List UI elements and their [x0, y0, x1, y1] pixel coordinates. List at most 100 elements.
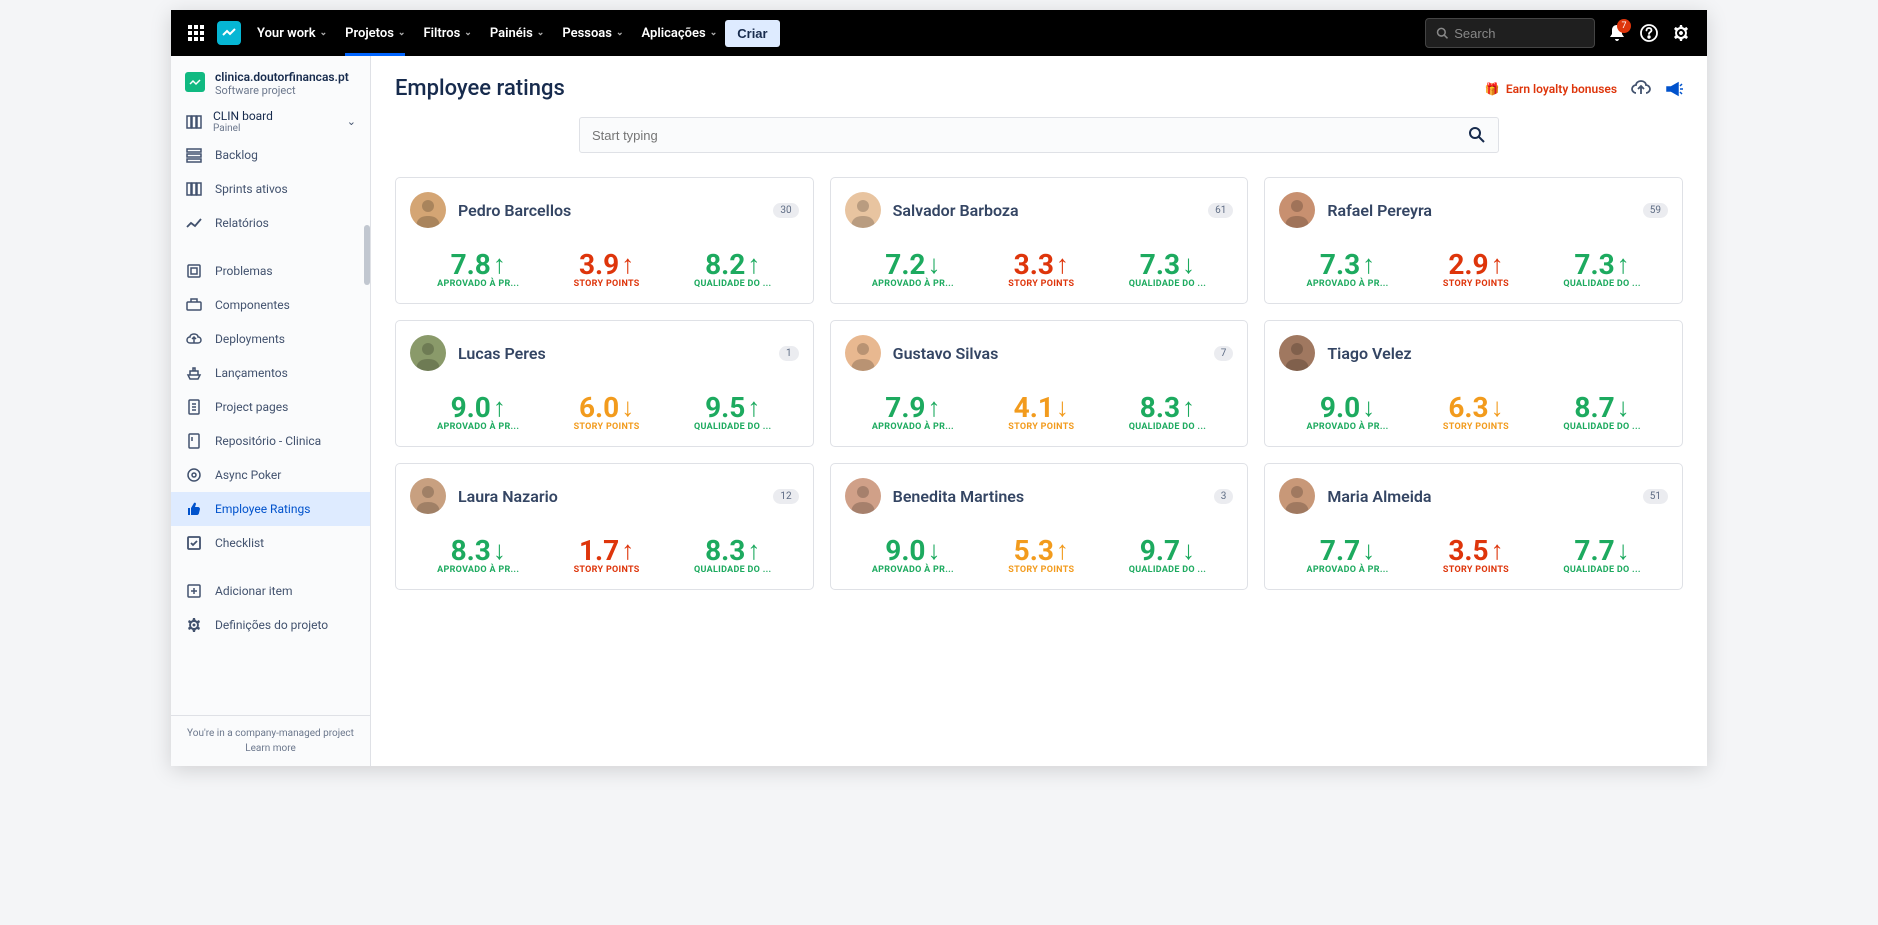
- sidebar-item[interactable]: Deployments: [171, 322, 370, 356]
- metric-story-value: 6.0↓: [574, 391, 640, 424]
- metric-aprovado-value: 9.0↓: [872, 534, 954, 567]
- metric-story-label: STORY POINTS: [574, 565, 640, 575]
- metric-story-label: STORY POINTS: [574, 422, 640, 432]
- announce-icon[interactable]: [1665, 80, 1683, 98]
- ship-icon: [185, 365, 203, 381]
- notif-badge: 7: [1617, 19, 1631, 33]
- learn-more-link[interactable]: Learn more: [183, 743, 358, 754]
- nav-item[interactable]: Projetos⌄: [345, 11, 405, 56]
- nav-item[interactable]: Aplicações⌄: [642, 26, 718, 41]
- employee-name: Lucas Peres: [458, 344, 767, 363]
- metric-qualidade-label: QUALIDADE DO ...: [1563, 279, 1640, 289]
- nav-item[interactable]: Your work⌄: [257, 26, 327, 41]
- sidebar-item[interactable]: Checklist: [171, 526, 370, 560]
- arrow-up-icon: ↑: [1056, 535, 1069, 566]
- loyalty-link[interactable]: 🎁 Earn loyalty bonuses: [1485, 82, 1617, 96]
- arrow-down-icon: ↓: [621, 392, 634, 423]
- arrow-down-icon: ↓: [1056, 392, 1069, 423]
- product-logo[interactable]: [217, 21, 241, 45]
- sidebar-item[interactable]: Project pages: [171, 390, 370, 424]
- avatar: [1279, 192, 1315, 228]
- arrow-up-icon: ↑: [747, 392, 760, 423]
- create-button[interactable]: Criar: [725, 20, 779, 47]
- employee-name: Pedro Barcellos: [458, 201, 761, 220]
- arrow-down-icon: ↓: [928, 535, 941, 566]
- metric-aprovado-value: 7.3↑: [1306, 248, 1388, 281]
- metric-aprovado-label: APROVADO À PR...: [872, 422, 954, 432]
- avatar: [410, 192, 446, 228]
- sidebar-item[interactable]: Definições do projeto: [171, 608, 370, 642]
- sidebar-item-label: Componentes: [215, 298, 290, 312]
- nav-item[interactable]: Filtros⌄: [423, 26, 471, 41]
- metric-aprovado-value: 9.0↑: [437, 391, 519, 424]
- employee-card[interactable]: Rafael Pereyra 59 7.3↑ APROVADO À PR... …: [1264, 177, 1683, 304]
- global-search[interactable]: [1425, 18, 1595, 48]
- sidebar-item[interactable]: Repositório - Clinica: [171, 424, 370, 458]
- metric-qualidade-label: QUALIDADE DO ...: [694, 279, 771, 289]
- task-count-badge: 1: [779, 346, 799, 361]
- arrow-down-icon: ↓: [1362, 392, 1375, 423]
- sidebar-item[interactable]: Problemas: [171, 254, 370, 288]
- employee-name: Benedita Martines: [893, 487, 1202, 506]
- employee-card[interactable]: Gustavo Silvas 7 7.9↑ APROVADO À PR... 4…: [830, 320, 1249, 447]
- thumb-icon: [185, 501, 203, 517]
- metric-qualidade-label: QUALIDADE DO ...: [1129, 422, 1206, 432]
- arrow-up-icon: ↑: [621, 249, 634, 280]
- scrollbar[interactable]: [364, 225, 370, 285]
- metric-qualidade-value: 9.7↓: [1129, 534, 1206, 567]
- check-icon: [185, 535, 203, 551]
- sidebar-item[interactable]: Async Poker: [171, 458, 370, 492]
- chevron-down-icon: ⌄: [398, 28, 406, 38]
- metric-qualidade-label: QUALIDADE DO ...: [1129, 565, 1206, 575]
- sidebar-item[interactable]: Componentes: [171, 288, 370, 322]
- notifications-button[interactable]: 7: [1607, 23, 1627, 43]
- employee-card[interactable]: Salvador Barboza 61 7.2↓ APROVADO À PR..…: [830, 177, 1249, 304]
- task-count-badge: 61: [1208, 203, 1233, 218]
- sidebar-item-label: Problemas: [215, 264, 273, 278]
- settings-icon[interactable]: [1671, 23, 1691, 43]
- sidebar: clinica.doutorfinancas.pt Software proje…: [171, 56, 371, 766]
- sidebar-item[interactable]: Employee Ratings: [171, 492, 370, 526]
- metric-story-value: 5.3↑: [1008, 534, 1074, 567]
- employee-card[interactable]: Tiago Velez 9.0↓ APROVADO À PR... 6.3↓ S…: [1264, 320, 1683, 447]
- metric-qualidade-value: 8.7↓: [1563, 391, 1640, 424]
- metric-aprovado-value: 7.8↑: [437, 248, 519, 281]
- employee-name: Salvador Barboza: [893, 201, 1196, 220]
- app-switcher-icon[interactable]: [187, 23, 207, 43]
- arrow-up-icon: ↑: [493, 249, 506, 280]
- employee-card[interactable]: Benedita Martines 3 9.0↓ APROVADO À PR..…: [830, 463, 1249, 590]
- employee-search-input[interactable]: [592, 128, 1468, 143]
- sidebar-item[interactable]: Lançamentos: [171, 356, 370, 390]
- sidebar-item-label: Backlog: [215, 148, 258, 162]
- arrow-up-icon: ↑: [1182, 392, 1195, 423]
- employee-card[interactable]: Maria Almeida 51 7.7↓ APROVADO À PR... 3…: [1264, 463, 1683, 590]
- metric-story-value: 3.5↑: [1443, 534, 1509, 567]
- sidebar-item[interactable]: Backlog: [171, 138, 370, 172]
- sidebar-item-label: Deployments: [215, 332, 285, 346]
- metric-aprovado-value: 7.7↓: [1306, 534, 1388, 567]
- employee-card[interactable]: Lucas Peres 1 9.0↑ APROVADO À PR... 6.0↓…: [395, 320, 814, 447]
- chevron-down-icon: ⌄: [464, 28, 472, 38]
- nav-item[interactable]: Painéis⌄: [490, 26, 545, 41]
- metric-story-label: STORY POINTS: [1008, 279, 1074, 289]
- board-group[interactable]: CLIN board Painel ⌄: [171, 105, 370, 138]
- sidebar-item[interactable]: Adicionar item: [171, 574, 370, 608]
- issues-icon: [185, 263, 203, 279]
- metric-aprovado-label: APROVADO À PR...: [872, 565, 954, 575]
- cloud-upload-icon[interactable]: [1631, 80, 1651, 98]
- sidebar-item[interactable]: Sprints ativos: [171, 172, 370, 206]
- sidebar-item[interactable]: Relatórios: [171, 206, 370, 240]
- sidebar-item-label: Sprints ativos: [215, 182, 288, 196]
- project-header[interactable]: clinica.doutorfinancas.pt Software proje…: [171, 56, 370, 105]
- nav-item[interactable]: Pessoas⌄: [562, 26, 623, 41]
- backlog-icon: [185, 147, 203, 163]
- metric-story-value: 6.3↓: [1443, 391, 1509, 424]
- arrow-up-icon: ↑: [1491, 535, 1504, 566]
- avatar: [845, 192, 881, 228]
- employee-card[interactable]: Laura Nazario 12 8.3↓ APROVADO À PR... 1…: [395, 463, 814, 590]
- employee-search[interactable]: [579, 117, 1499, 153]
- metric-qualidade-value: 9.5↑: [694, 391, 771, 424]
- help-icon[interactable]: [1639, 23, 1659, 43]
- employee-card[interactable]: Pedro Barcellos 30 7.8↑ APROVADO À PR...…: [395, 177, 814, 304]
- search-input[interactable]: [1454, 26, 1584, 41]
